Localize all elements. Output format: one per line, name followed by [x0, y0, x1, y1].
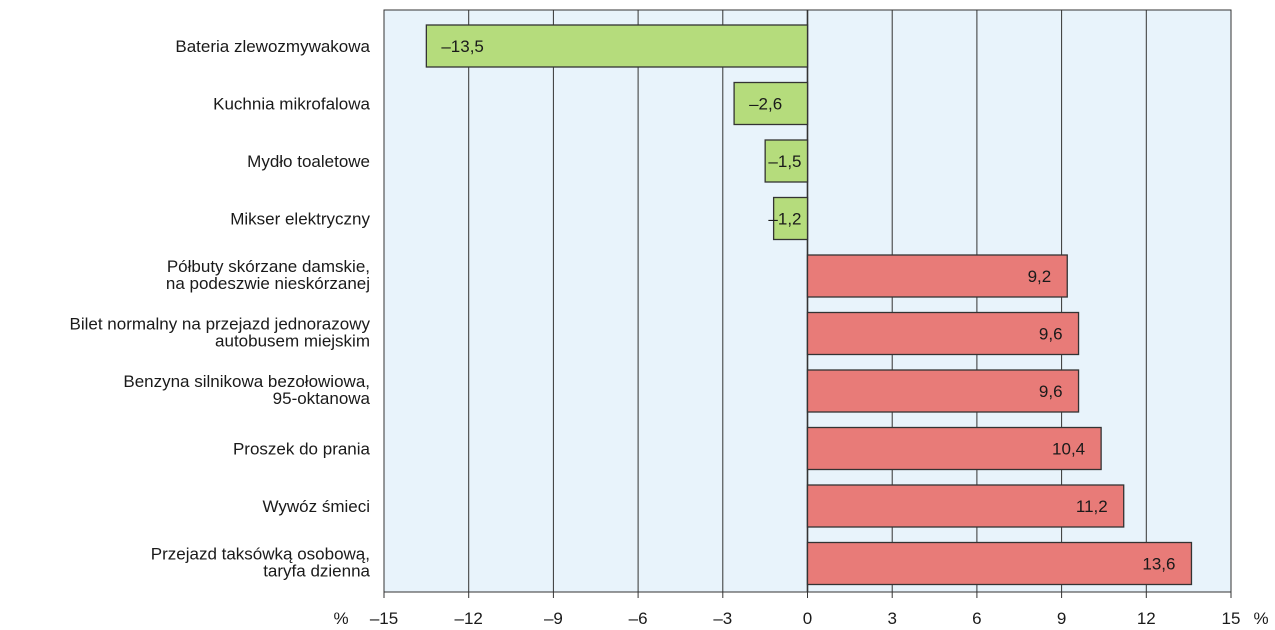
x-tick-label: –3: [713, 609, 732, 628]
bar-value-label: 9,6: [1039, 325, 1063, 344]
x-axis: –15 –12 –9 –6 –3 0 3 6 9 12 15: [370, 591, 1241, 628]
bar-value-label: 10,4: [1052, 440, 1085, 459]
value-labels: –13,5 –2,6 –1,5 –1,2 9,2 9,6 9,6 10,4 11,2 13,6: [441, 37, 1175, 574]
category-label: Bilet normalny na przejazd jednorazowy au…: [70, 315, 371, 351]
x-tick-label: –6: [629, 609, 648, 628]
category-label: Kuchnia mikrofalowa: [213, 95, 370, 114]
bar: [806, 484, 1125, 528]
category-labels: Bateria zlewozmywakowa Kuchnia mikrofalow…: [70, 37, 371, 581]
unit-label-left: %: [333, 609, 348, 628]
category-label: Benzyna silnikowa bezołowiowa, 95-oktanow…: [123, 372, 370, 408]
x-tick-label: 12: [1137, 609, 1156, 628]
x-tick-label: –12: [455, 609, 483, 628]
bar-value-label: 9,6: [1039, 382, 1063, 401]
x-tick-label: –9: [544, 609, 563, 628]
bar-value-label: 9,2: [1028, 267, 1052, 286]
x-tick-label: –15: [370, 609, 398, 628]
bar: [733, 81, 809, 126]
bar-value-label: –13,5: [441, 37, 484, 56]
bar-value-label: –1,2: [768, 210, 801, 229]
x-tick-label: 6: [972, 609, 981, 628]
bar-value-label: 11,2: [1076, 497, 1108, 516]
category-label: Mydło toaletowe: [247, 152, 370, 171]
category-label: Wywóz śmieci: [262, 497, 370, 516]
bar-value-label: –1,5: [768, 152, 801, 171]
x-tick-label: 15: [1222, 609, 1241, 628]
x-tick-label: 0: [803, 609, 812, 628]
x-tick-label: 3: [887, 609, 896, 628]
bar: [806, 369, 1080, 413]
bar-value-label: –2,6: [749, 95, 782, 114]
category-label: Bateria zlewozmywakowa: [175, 37, 370, 56]
category-label: Przejazd taksówką osobową, taryfa dzienna: [151, 545, 371, 581]
bar: [806, 311, 1080, 356]
category-label: Półbuty skórzane damskie, na podeszwie ni…: [166, 257, 370, 293]
bar: [806, 541, 1193, 586]
bar: [806, 426, 1102, 471]
category-label: Mikser elektryczny: [230, 210, 370, 229]
bar: [425, 24, 809, 68]
bar: [772, 196, 809, 241]
bar: [764, 139, 809, 183]
category-label: Proszek do prania: [233, 440, 371, 459]
bar-value-label: 13,6: [1142, 555, 1175, 574]
bars: [425, 24, 1193, 586]
unit-label-right: %: [1253, 609, 1268, 628]
bar: [806, 254, 1068, 298]
x-tick-label: 9: [1057, 609, 1066, 628]
